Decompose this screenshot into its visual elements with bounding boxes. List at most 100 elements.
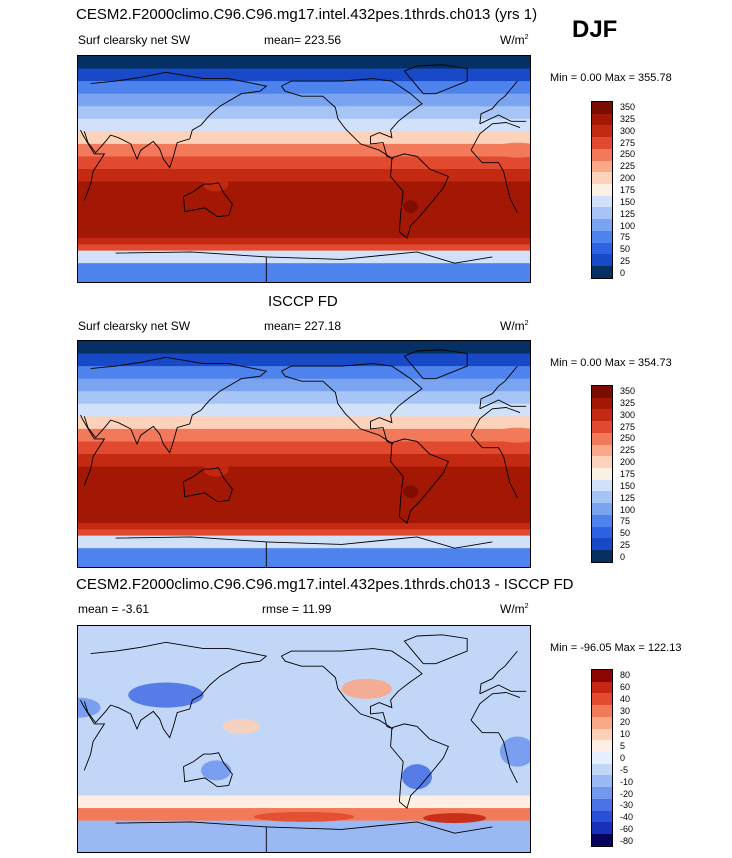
colorbar-swatch [592,752,612,764]
zonal-band [78,131,530,139]
panel-obs-minmax: Min = 0.00 Max = 354.73 [550,357,672,369]
colorbar-swatch [592,207,612,220]
zonal-band [78,206,530,214]
panel-obs-variable: Surf clearsky net SW [78,319,191,333]
zonal-band [78,112,530,120]
colorbar-tick-label: 25 [620,256,631,267]
colorbar-tick-label: 0 [620,268,626,279]
colorbar-swatch [592,810,612,823]
zonal-band [78,688,530,696]
coastline-australia [183,467,233,503]
colorbar-tick-label: 60 [620,681,631,692]
coastline-africa [470,149,518,214]
colorbar-tick-label: 40 [620,693,631,704]
zonal-band [78,739,530,746]
colorbar-tick-label: 300 [620,409,636,420]
panel-model-colorbar [591,101,613,279]
zonal-band [78,776,530,784]
zonal-band [78,366,530,373]
colorbar-swatch [592,102,612,114]
zonal-band [78,632,530,640]
zonal-band [78,808,530,815]
coastline-africa [470,434,518,499]
zonal-band [78,626,530,633]
panel-diff-units: W/m2 [500,602,529,616]
colorbar-tick-label: 0 [620,552,626,563]
panel-diff-title: CESM2.F2000climo.C96.C96.mg17.intel.432p… [76,576,574,593]
colorbar-swatch [592,184,612,196]
zonal-band [78,732,530,740]
zonal-band [78,422,530,430]
zonal-band [78,682,530,690]
coastline-europe-asia [479,365,518,409]
coastline-australia [183,752,233,788]
coastline-africa [80,129,106,201]
field-anomaly [492,427,530,443]
zonal-band [78,466,530,474]
zonal-band [78,460,530,468]
colorbar-tick-label: 50 [620,528,631,539]
panel-diff-mean: mean = -3.61 [78,602,150,616]
colorbar-swatch [592,266,612,278]
zonal-band [78,560,530,567]
zonal-band [78,378,530,386]
colorbar-tick-label: 75 [620,232,631,243]
zonal-band [78,391,530,398]
zonal-band [78,535,530,543]
zonal-band [78,441,530,449]
panel-model-map [77,55,531,283]
zonal-band [78,782,530,790]
colorbar-tick-label: 175 [620,469,636,479]
colorbar-tick-label: 20 [620,717,631,728]
zonal-band [78,359,530,367]
colorbar-tick-label: 80 [620,669,631,680]
coastline-antarctica [266,821,493,834]
colorbar-tick-label: 30 [620,705,631,716]
field-anomaly [492,142,530,158]
zonal-band [78,663,530,671]
colorbar-tick-label: 225 [620,161,636,172]
colorbar-tick-label: 100 [620,504,636,515]
colorbar-swatch [592,514,612,527]
colorbar-swatch [592,468,612,480]
coastline-africa [470,122,521,151]
zonal-band [78,125,530,132]
coastline-europe-asia [479,684,527,695]
zonal-band [78,435,530,442]
colorbar-swatch [592,670,612,682]
zonal-band [78,263,530,270]
zonal-band [78,219,530,226]
colorbar-tick-label: 325 [620,397,636,408]
coastline-europe-asia [479,114,527,125]
colorbar-swatch [592,172,612,185]
zonal-band [78,720,530,727]
colorbar-tick-label: 150 [620,196,636,207]
zonal-band [78,447,530,455]
colorbar-tick-label: 225 [620,445,636,456]
panel-model-units: W/m2 [500,33,529,47]
zonal-band [78,169,530,176]
colorbar-tick-label: 125 [620,492,636,503]
panel-obs-title: ISCCP FD [268,293,338,310]
colorbar-tick-label: 75 [620,516,631,527]
zonal-band [78,56,530,63]
zonal-band [78,820,530,828]
zonal-band [78,403,530,411]
panel-obs-units: W/m2 [500,319,529,333]
zonal-band [78,353,530,361]
colorbar-swatch [592,503,612,515]
zonal-band [78,789,530,796]
zonal-band [78,200,530,208]
zonal-band [78,548,530,555]
colorbar-tick-label: 175 [620,185,636,195]
field-anomaly [401,764,433,790]
zonal-band [78,638,530,646]
zonal-band [78,745,530,753]
coastline-north-america [281,363,423,445]
colorbar-tick-label: 150 [620,480,636,491]
zonal-band [78,212,530,220]
coastline-europe-asia [83,641,268,739]
zonal-band [78,187,530,195]
colorbar-tick-label: 10 [620,729,631,740]
colorbar-tick-label: -80 [620,836,634,847]
